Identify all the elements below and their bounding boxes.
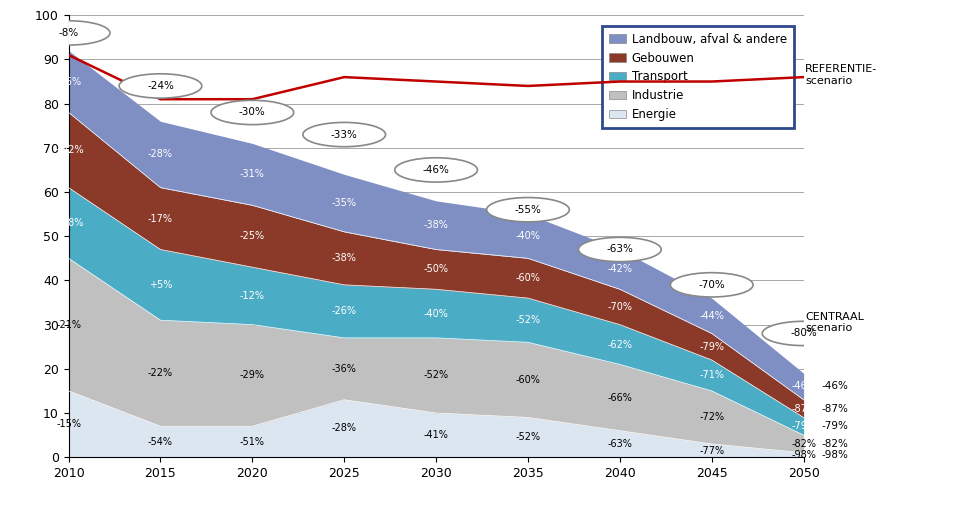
Ellipse shape [762,321,845,345]
Text: -77%: -77% [699,446,724,456]
Text: -46%: -46% [422,165,450,175]
Text: -54%: -54% [148,437,173,447]
Text: -15%: -15% [56,419,81,429]
Ellipse shape [670,273,753,297]
Ellipse shape [211,100,294,124]
Text: -87%: -87% [822,403,849,414]
Text: -52%: -52% [515,315,541,325]
Text: -35%: -35% [331,198,357,208]
Text: -46%: -46% [791,382,816,392]
Text: -33%: -33% [331,130,358,140]
Text: -17%: -17% [148,213,173,224]
Text: -79%: -79% [822,421,849,431]
Text: -52%: -52% [423,370,449,380]
Text: -25%: -25% [56,77,81,86]
Text: +18%: +18% [54,218,83,228]
Text: -40%: -40% [515,231,540,241]
Text: -42%: -42% [608,264,632,274]
Text: -44%: -44% [700,311,724,321]
Ellipse shape [578,237,662,262]
Text: -71%: -71% [699,370,724,380]
Text: -98%: -98% [822,450,849,460]
Text: -46%: -46% [822,382,849,392]
Text: -31%: -31% [240,169,265,179]
Text: -63%: -63% [608,439,632,449]
Text: -98%: -98% [791,450,816,460]
Ellipse shape [27,21,110,45]
Text: -26%: -26% [331,306,357,316]
Text: -22%: -22% [148,368,173,378]
Text: -29%: -29% [240,370,265,380]
Text: -80%: -80% [790,329,817,338]
Text: -50%: -50% [423,264,449,274]
Text: -38%: -38% [332,253,357,263]
Text: -12%: -12% [240,291,265,301]
Text: -60%: -60% [515,273,540,283]
Text: -55%: -55% [514,205,541,215]
Text: -36%: -36% [332,364,357,374]
Ellipse shape [120,74,202,98]
Text: -30%: -30% [239,108,266,117]
Ellipse shape [303,122,385,147]
Text: -25%: -25% [240,231,265,241]
Legend: Landbouw, afval & andere, Gebouwen, Transport, Industrie, Energie: Landbouw, afval & andere, Gebouwen, Tran… [603,25,794,129]
Text: -70%: -70% [699,280,725,290]
Text: -28%: -28% [331,424,357,433]
Text: -72%: -72% [699,412,724,423]
Text: -87%: -87% [791,403,816,414]
Text: -41%: -41% [423,430,449,440]
Text: -28%: -28% [148,149,173,160]
Text: -52%: -52% [515,432,541,442]
Text: -38%: -38% [423,220,449,230]
Text: -51%: -51% [240,437,265,447]
Text: -82%: -82% [791,439,816,449]
Text: +22%: +22% [54,145,83,155]
Text: REFERENTIE-
scenario: REFERENTIE- scenario [806,64,877,86]
Text: -40%: -40% [423,308,449,319]
Text: -79%: -79% [699,342,724,352]
Ellipse shape [487,198,569,222]
Text: -82%: -82% [822,439,849,449]
Text: -24%: -24% [147,81,173,91]
Text: -79%: -79% [791,421,816,431]
Text: -70%: -70% [608,302,632,312]
Text: -62%: -62% [608,339,632,350]
Text: CENTRAAL
scenario: CENTRAAL scenario [806,311,864,333]
Text: -21%: -21% [56,320,81,330]
Text: -60%: -60% [515,375,540,385]
Ellipse shape [395,158,477,182]
Text: -8%: -8% [59,28,78,38]
Text: +5%: +5% [149,280,172,290]
Text: -63%: -63% [607,244,633,255]
Text: -66%: -66% [608,393,632,402]
